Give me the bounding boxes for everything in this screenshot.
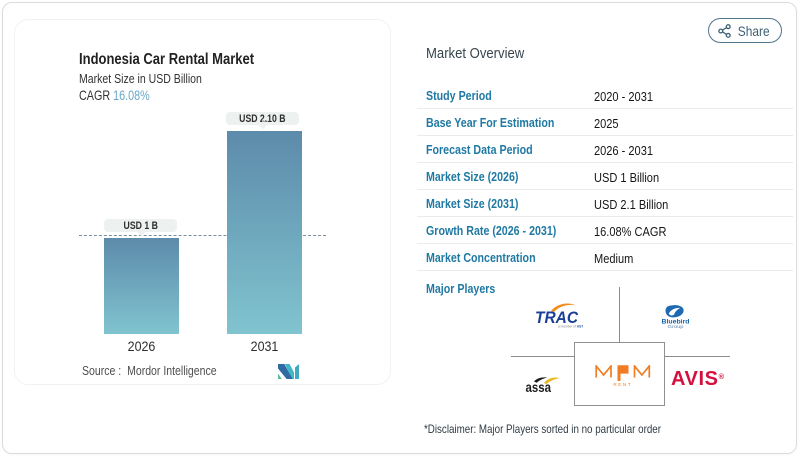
svg-text:RENT: RENT [613, 382, 632, 387]
svg-text:TRAC: TRAC [535, 309, 579, 327]
svg-text:Bluebird: Bluebird [662, 319, 690, 326]
svg-text:assa: assa [526, 380, 552, 394]
svg-text:Group: Group [668, 324, 684, 329]
svg-text:a member of ASTRA: a member of ASTRA [558, 325, 583, 329]
